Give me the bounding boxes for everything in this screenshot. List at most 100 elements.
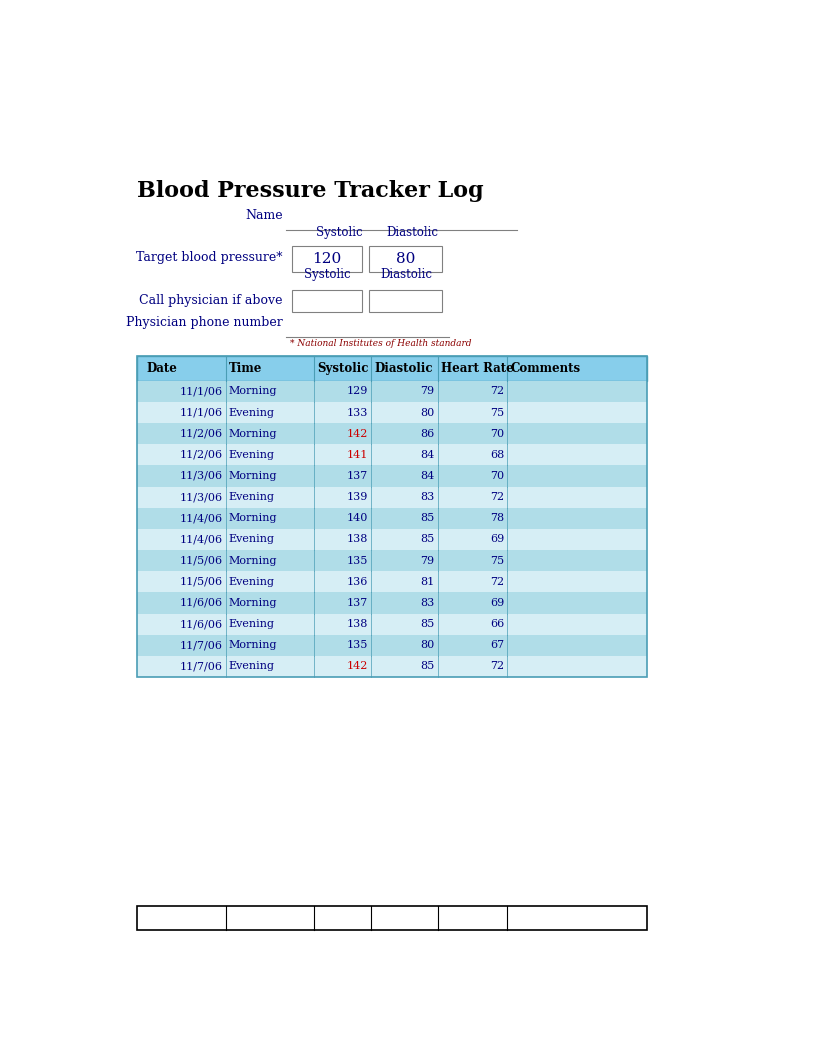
Text: Systolic: Systolic (317, 363, 368, 375)
Text: 85: 85 (420, 535, 435, 544)
FancyBboxPatch shape (137, 402, 647, 423)
Text: 11/7/06: 11/7/06 (180, 662, 222, 671)
Text: Evening: Evening (229, 450, 275, 460)
Text: 72: 72 (490, 577, 504, 587)
Text: Evening: Evening (229, 619, 275, 629)
Text: Morning: Morning (229, 471, 277, 481)
Text: 72: 72 (490, 387, 504, 396)
FancyBboxPatch shape (137, 465, 647, 486)
Text: Morning: Morning (229, 556, 277, 565)
Text: 85: 85 (420, 514, 435, 523)
Text: 142: 142 (346, 662, 368, 671)
Text: Morning: Morning (229, 514, 277, 523)
Text: Evening: Evening (229, 577, 275, 587)
FancyBboxPatch shape (137, 592, 647, 613)
FancyBboxPatch shape (137, 571, 647, 592)
Text: Morning: Morning (229, 429, 277, 439)
FancyBboxPatch shape (137, 486, 647, 507)
Text: 86: 86 (420, 429, 435, 439)
Text: Physician phone number: Physician phone number (126, 316, 283, 329)
FancyBboxPatch shape (137, 507, 647, 528)
FancyBboxPatch shape (369, 290, 442, 313)
Text: 80: 80 (420, 641, 435, 650)
FancyBboxPatch shape (137, 356, 647, 381)
Text: 70: 70 (490, 471, 504, 481)
Text: 78: 78 (490, 514, 504, 523)
Text: Diastolic: Diastolic (380, 268, 432, 281)
Text: Evening: Evening (229, 662, 275, 671)
Text: 69: 69 (490, 535, 504, 544)
FancyBboxPatch shape (137, 528, 647, 550)
Text: 70: 70 (490, 429, 504, 439)
FancyBboxPatch shape (137, 613, 647, 634)
Text: 69: 69 (490, 598, 504, 608)
Text: 11/6/06: 11/6/06 (179, 598, 222, 608)
Text: 11/5/06: 11/5/06 (179, 577, 222, 587)
Text: 11/1/06: 11/1/06 (179, 408, 222, 418)
Text: Evening: Evening (229, 408, 275, 418)
Text: Morning: Morning (229, 641, 277, 650)
Text: Systolic: Systolic (304, 268, 350, 281)
FancyBboxPatch shape (137, 423, 647, 444)
Text: 11/6/06: 11/6/06 (179, 619, 222, 629)
Text: 11/3/06: 11/3/06 (179, 493, 222, 502)
Text: Morning: Morning (229, 598, 277, 608)
Text: 80: 80 (396, 252, 416, 265)
Text: 11/1/06: 11/1/06 (179, 387, 222, 396)
Text: Diastolic: Diastolic (374, 363, 433, 375)
Text: 75: 75 (490, 556, 504, 565)
Text: 79: 79 (421, 556, 435, 565)
Text: Blood Pressure Tracker Log: Blood Pressure Tracker Log (137, 180, 484, 202)
Text: 83: 83 (420, 598, 435, 608)
Text: 129: 129 (346, 387, 368, 396)
Text: Systolic: Systolic (316, 226, 363, 239)
Text: 142: 142 (346, 429, 368, 439)
Text: Diastolic: Diastolic (386, 226, 439, 239)
Text: 83: 83 (420, 493, 435, 502)
Text: Call physician if above: Call physician if above (139, 294, 283, 307)
Text: Comments: Comments (511, 363, 581, 375)
FancyBboxPatch shape (137, 444, 647, 465)
Text: 139: 139 (346, 493, 368, 502)
Text: 80: 80 (420, 408, 435, 418)
FancyBboxPatch shape (137, 550, 647, 571)
FancyBboxPatch shape (292, 245, 362, 272)
Text: 11/2/06: 11/2/06 (179, 450, 222, 460)
Text: 11/5/06: 11/5/06 (179, 556, 222, 565)
FancyBboxPatch shape (137, 381, 647, 402)
Text: 72: 72 (490, 662, 504, 671)
Text: 11/2/06: 11/2/06 (179, 429, 222, 439)
FancyBboxPatch shape (292, 290, 362, 313)
Text: * National Institutes of Health standard: * National Institutes of Health standard (290, 339, 471, 348)
Text: 11/7/06: 11/7/06 (180, 641, 222, 650)
Text: Date: Date (146, 363, 177, 375)
FancyBboxPatch shape (137, 655, 647, 678)
Text: 141: 141 (346, 450, 368, 460)
Text: 136: 136 (346, 577, 368, 587)
FancyBboxPatch shape (137, 906, 647, 930)
Text: 135: 135 (346, 641, 368, 650)
Text: Name: Name (245, 209, 283, 222)
Text: 79: 79 (421, 387, 435, 396)
Text: 84: 84 (420, 450, 435, 460)
Text: 85: 85 (420, 619, 435, 629)
Text: Evening: Evening (229, 535, 275, 544)
Text: 11/4/06: 11/4/06 (179, 514, 222, 523)
Text: 68: 68 (490, 450, 504, 460)
Text: 66: 66 (490, 619, 504, 629)
Text: Target blood pressure*: Target blood pressure* (136, 251, 283, 263)
Text: 75: 75 (490, 408, 504, 418)
Text: 11/3/06: 11/3/06 (179, 471, 222, 481)
Text: 67: 67 (490, 641, 504, 650)
Text: 135: 135 (346, 556, 368, 565)
FancyBboxPatch shape (369, 245, 442, 272)
Text: 120: 120 (312, 252, 342, 265)
Text: 140: 140 (346, 514, 368, 523)
Text: 84: 84 (420, 471, 435, 481)
Text: 137: 137 (346, 598, 368, 608)
Text: 81: 81 (420, 577, 435, 587)
Text: 72: 72 (490, 493, 504, 502)
FancyBboxPatch shape (137, 634, 647, 655)
Text: 137: 137 (346, 471, 368, 481)
Text: Morning: Morning (229, 387, 277, 396)
